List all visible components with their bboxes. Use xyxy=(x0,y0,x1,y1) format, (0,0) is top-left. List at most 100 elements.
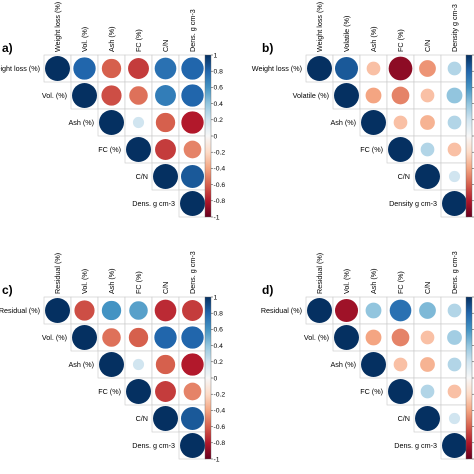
column-label: Dens. g cm-3 xyxy=(188,251,197,294)
column-label: Weight loss (%) xyxy=(53,2,62,52)
row-label: FC (%) xyxy=(360,145,383,154)
correlation-circle xyxy=(154,299,177,322)
correlation-circle xyxy=(447,115,462,130)
row-label: FC (%) xyxy=(98,145,121,154)
column-label: C/N xyxy=(423,40,432,52)
correlation-circle xyxy=(365,87,382,104)
column-label: C/N xyxy=(161,282,170,294)
column-label: Dens. g cm-3 xyxy=(450,251,459,294)
row-label: Dens. g cm-3 xyxy=(394,441,437,450)
colorbar-tick-label: 1 xyxy=(214,52,218,59)
correlation-circle xyxy=(420,115,435,130)
correlation-circle xyxy=(419,60,436,77)
column-label: FC (%) xyxy=(396,29,405,52)
correlation-circle xyxy=(180,164,205,189)
correlation-circle xyxy=(420,88,435,103)
matrix-cell xyxy=(413,350,442,379)
correlation-circle xyxy=(181,84,204,107)
row-label: Residual (%) xyxy=(0,306,40,315)
correlation-circle xyxy=(180,433,205,458)
correlation-circle xyxy=(180,191,205,216)
correlation-circle xyxy=(45,298,70,323)
correlation-circle xyxy=(181,57,204,80)
correlation-circle xyxy=(447,330,462,345)
colorbar-tick-label: 0.2 xyxy=(214,117,224,124)
correlation-circle xyxy=(447,61,462,76)
correlation-circle xyxy=(361,352,386,377)
correlation-circle xyxy=(128,58,149,79)
correlation-circle xyxy=(388,379,413,404)
correlation-circle xyxy=(365,302,382,319)
panel-label: a) xyxy=(2,41,13,55)
correlation-circle xyxy=(388,137,413,162)
correlation-circle xyxy=(101,85,122,106)
correlation-circle xyxy=(393,115,408,130)
correlation-circle xyxy=(361,110,386,135)
row-label: Residual (%) xyxy=(261,306,302,315)
correlation-circle xyxy=(155,112,176,133)
row-label: Ash (%) xyxy=(330,118,356,127)
correlation-circle xyxy=(181,326,204,349)
row-label: Weight loss (%) xyxy=(0,64,40,73)
column-label: FC (%) xyxy=(134,271,143,294)
colorbar-tick-label: 0.4 xyxy=(214,101,224,108)
row-label: Ash (%) xyxy=(68,360,94,369)
colorbar-tick-label: -1 xyxy=(214,214,220,221)
column-label: Ash (%) xyxy=(369,268,378,294)
correlation-circle xyxy=(393,357,408,372)
correlation-circle xyxy=(154,57,177,80)
correlation-circle xyxy=(415,164,440,189)
correlation-panel-b: b) Weight loss (%) Volatile (%) Ash (%) FC (… xyxy=(252,2,474,218)
colorbar-tick-label: 0.6 xyxy=(214,85,224,92)
row-label: Vol. (%) xyxy=(42,91,67,100)
panel-label: c) xyxy=(2,283,13,297)
colorbar-tick-label: 0.8 xyxy=(214,69,224,76)
correlation-circle xyxy=(132,116,145,129)
correlation-circle xyxy=(334,298,359,323)
correlation-circle xyxy=(155,85,176,106)
correlation-circle xyxy=(74,300,95,321)
row-label: Volatile (%) xyxy=(293,91,329,100)
correlation-circle xyxy=(420,384,435,399)
correlation-circle xyxy=(307,298,332,323)
column-label: Dens. g cm-3 xyxy=(188,9,197,52)
row-label: Density g cm-3 xyxy=(389,199,437,208)
correlation-circle xyxy=(181,111,204,134)
row-label: Dens. g cm-3 xyxy=(132,441,175,450)
panel-label: d) xyxy=(262,283,273,297)
correlation-circle xyxy=(391,328,410,347)
colorbar xyxy=(204,54,212,218)
colorbar-tick-label: -0.4 xyxy=(214,408,226,415)
correlation-circle xyxy=(447,357,462,372)
correlation-circle xyxy=(415,406,440,431)
column-label: Vol. (%) xyxy=(80,27,89,52)
correlation-panel-c: c) Residual (%) Vol. (%) Ash (%) FC (%) C/N De… xyxy=(0,251,225,463)
correlation-circle xyxy=(388,56,413,81)
correlation-circle xyxy=(419,302,436,319)
correlation-circle xyxy=(99,352,124,377)
column-label: Residual (%) xyxy=(53,253,62,294)
row-label: C/N xyxy=(398,414,410,423)
column-label: Vol. (%) xyxy=(80,269,89,294)
correlation-circle xyxy=(420,330,435,345)
correlation-circle xyxy=(391,86,410,105)
correlation-circle xyxy=(45,56,70,81)
colorbar-tick-label: -0.2 xyxy=(214,150,226,157)
row-label: FC (%) xyxy=(360,387,383,396)
correlation-circle xyxy=(420,142,435,157)
correlation-circle xyxy=(155,354,176,375)
correlation-panel-d: d) Residual (%) Vol. (%) Ash (%) FC (%) C/N De… xyxy=(261,251,474,460)
correlation-circle xyxy=(334,83,359,108)
colorbar xyxy=(465,296,473,460)
correlation-circle xyxy=(420,357,435,372)
row-label: Vol. (%) xyxy=(304,333,329,342)
colorbar-tick-label: 0.8 xyxy=(214,311,224,318)
correlation-circle xyxy=(72,83,97,108)
colorbar-tick-label: 1 xyxy=(214,294,218,301)
correlation-circle xyxy=(99,110,124,135)
correlation-circle xyxy=(448,412,461,425)
correlation-circle xyxy=(183,382,202,401)
row-label: Weight loss (%) xyxy=(252,64,302,73)
correlation-circle xyxy=(126,137,151,162)
correlation-circle xyxy=(126,379,151,404)
